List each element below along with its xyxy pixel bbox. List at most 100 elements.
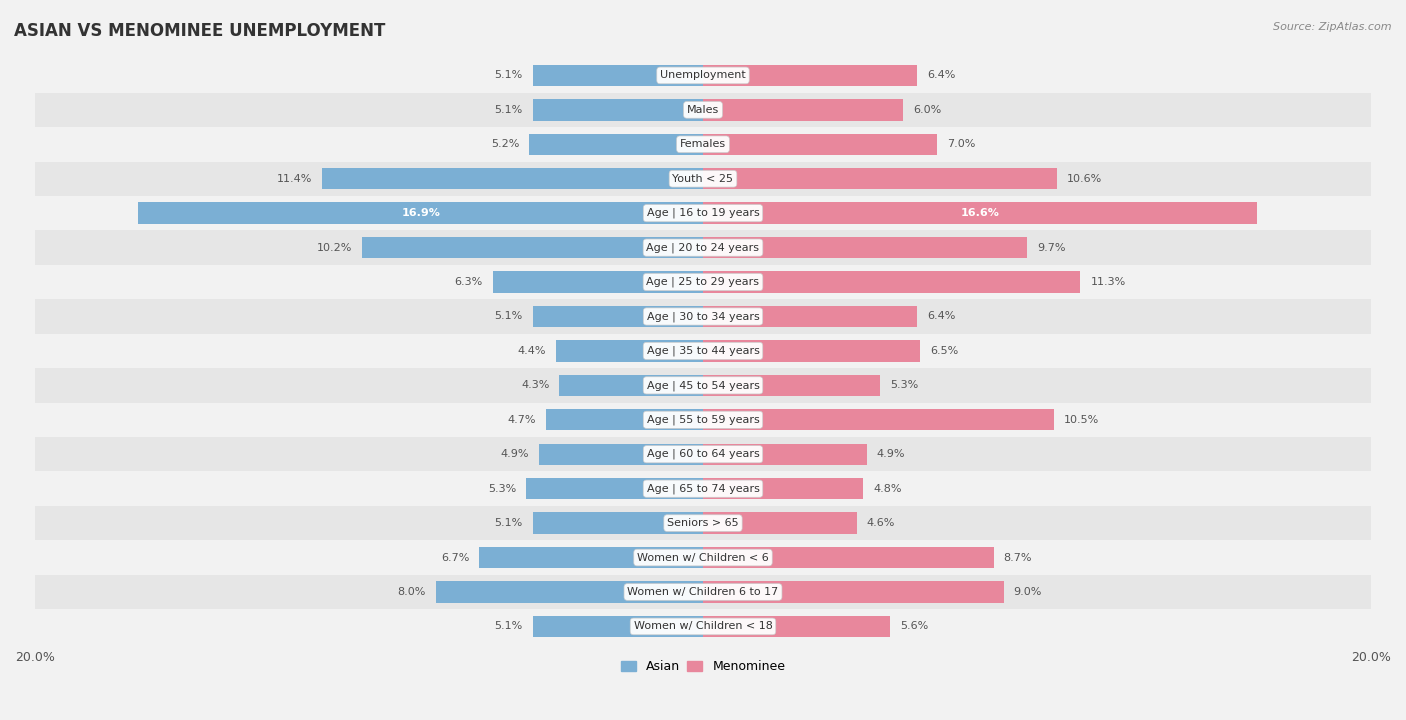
Bar: [479, 547, 703, 568]
Bar: [560, 374, 703, 396]
Legend: Asian, Menominee: Asian, Menominee: [616, 655, 790, 678]
Bar: [703, 444, 866, 465]
Text: 9.0%: 9.0%: [1014, 587, 1042, 597]
Bar: [35, 196, 1371, 230]
Text: Age | 60 to 64 years: Age | 60 to 64 years: [647, 449, 759, 459]
Bar: [703, 478, 863, 500]
Bar: [703, 409, 1053, 431]
Text: 10.2%: 10.2%: [316, 243, 353, 253]
Text: Age | 45 to 54 years: Age | 45 to 54 years: [647, 380, 759, 391]
Text: Seniors > 65: Seniors > 65: [668, 518, 738, 528]
Bar: [436, 581, 703, 603]
Text: 5.1%: 5.1%: [495, 518, 523, 528]
Text: 5.1%: 5.1%: [495, 621, 523, 631]
Text: 6.5%: 6.5%: [931, 346, 959, 356]
Bar: [35, 58, 1371, 93]
Text: 9.7%: 9.7%: [1038, 243, 1066, 253]
Bar: [555, 341, 703, 361]
Bar: [526, 478, 703, 500]
Bar: [533, 306, 703, 327]
Bar: [703, 341, 920, 361]
Bar: [35, 93, 1371, 127]
Bar: [138, 202, 703, 224]
Text: 5.2%: 5.2%: [491, 139, 519, 149]
Text: 5.3%: 5.3%: [488, 484, 516, 494]
Bar: [35, 575, 1371, 609]
Text: Unemployment: Unemployment: [661, 71, 745, 81]
Text: 4.6%: 4.6%: [866, 518, 896, 528]
Bar: [35, 333, 1371, 368]
Bar: [533, 65, 703, 86]
Bar: [35, 609, 1371, 644]
Text: Women w/ Children < 18: Women w/ Children < 18: [634, 621, 772, 631]
Bar: [35, 127, 1371, 161]
Text: 8.7%: 8.7%: [1004, 552, 1032, 562]
Bar: [703, 202, 1257, 224]
Text: 11.4%: 11.4%: [277, 174, 312, 184]
Text: 6.4%: 6.4%: [927, 312, 955, 322]
Bar: [35, 300, 1371, 333]
Text: 4.9%: 4.9%: [501, 449, 529, 459]
Text: Males: Males: [688, 105, 718, 115]
Bar: [35, 265, 1371, 300]
Text: 10.5%: 10.5%: [1064, 415, 1099, 425]
Bar: [35, 437, 1371, 472]
Text: 5.1%: 5.1%: [495, 312, 523, 322]
Text: Source: ZipAtlas.com: Source: ZipAtlas.com: [1274, 22, 1392, 32]
Text: 4.9%: 4.9%: [877, 449, 905, 459]
Bar: [703, 306, 917, 327]
Bar: [35, 472, 1371, 506]
Bar: [35, 230, 1371, 265]
Text: Women w/ Children 6 to 17: Women w/ Children 6 to 17: [627, 587, 779, 597]
Bar: [322, 168, 703, 189]
Bar: [35, 506, 1371, 540]
Bar: [35, 540, 1371, 575]
Bar: [703, 513, 856, 534]
Text: Age | 16 to 19 years: Age | 16 to 19 years: [647, 208, 759, 218]
Text: Age | 35 to 44 years: Age | 35 to 44 years: [647, 346, 759, 356]
Text: 5.6%: 5.6%: [900, 621, 928, 631]
Text: 8.0%: 8.0%: [398, 587, 426, 597]
Bar: [533, 99, 703, 120]
Text: 4.4%: 4.4%: [517, 346, 546, 356]
Bar: [703, 271, 1080, 293]
Bar: [703, 65, 917, 86]
Bar: [703, 134, 936, 155]
Text: 4.8%: 4.8%: [873, 484, 901, 494]
Bar: [35, 161, 1371, 196]
Text: 16.9%: 16.9%: [401, 208, 440, 218]
Bar: [703, 547, 994, 568]
Bar: [363, 237, 703, 258]
Bar: [703, 168, 1057, 189]
Text: 5.3%: 5.3%: [890, 380, 918, 390]
Text: 4.7%: 4.7%: [508, 415, 536, 425]
Text: Age | 30 to 34 years: Age | 30 to 34 years: [647, 311, 759, 322]
Bar: [703, 237, 1026, 258]
Text: 16.6%: 16.6%: [960, 208, 1000, 218]
Text: 6.7%: 6.7%: [441, 552, 470, 562]
Bar: [703, 374, 880, 396]
Text: 6.3%: 6.3%: [454, 277, 482, 287]
Bar: [492, 271, 703, 293]
Text: Youth < 25: Youth < 25: [672, 174, 734, 184]
Text: 11.3%: 11.3%: [1091, 277, 1126, 287]
Bar: [703, 616, 890, 637]
Text: 7.0%: 7.0%: [946, 139, 976, 149]
Text: Women w/ Children < 6: Women w/ Children < 6: [637, 552, 769, 562]
Bar: [546, 409, 703, 431]
Bar: [703, 99, 904, 120]
Bar: [533, 616, 703, 637]
Text: 6.0%: 6.0%: [914, 105, 942, 115]
Text: Age | 65 to 74 years: Age | 65 to 74 years: [647, 483, 759, 494]
Bar: [703, 581, 1004, 603]
Text: 5.1%: 5.1%: [495, 71, 523, 81]
Text: 10.6%: 10.6%: [1067, 174, 1102, 184]
Bar: [35, 402, 1371, 437]
Text: 6.4%: 6.4%: [927, 71, 955, 81]
Bar: [540, 444, 703, 465]
Text: ASIAN VS MENOMINEE UNEMPLOYMENT: ASIAN VS MENOMINEE UNEMPLOYMENT: [14, 22, 385, 40]
Bar: [529, 134, 703, 155]
Text: Age | 20 to 24 years: Age | 20 to 24 years: [647, 243, 759, 253]
Text: 5.1%: 5.1%: [495, 105, 523, 115]
Text: Females: Females: [681, 139, 725, 149]
